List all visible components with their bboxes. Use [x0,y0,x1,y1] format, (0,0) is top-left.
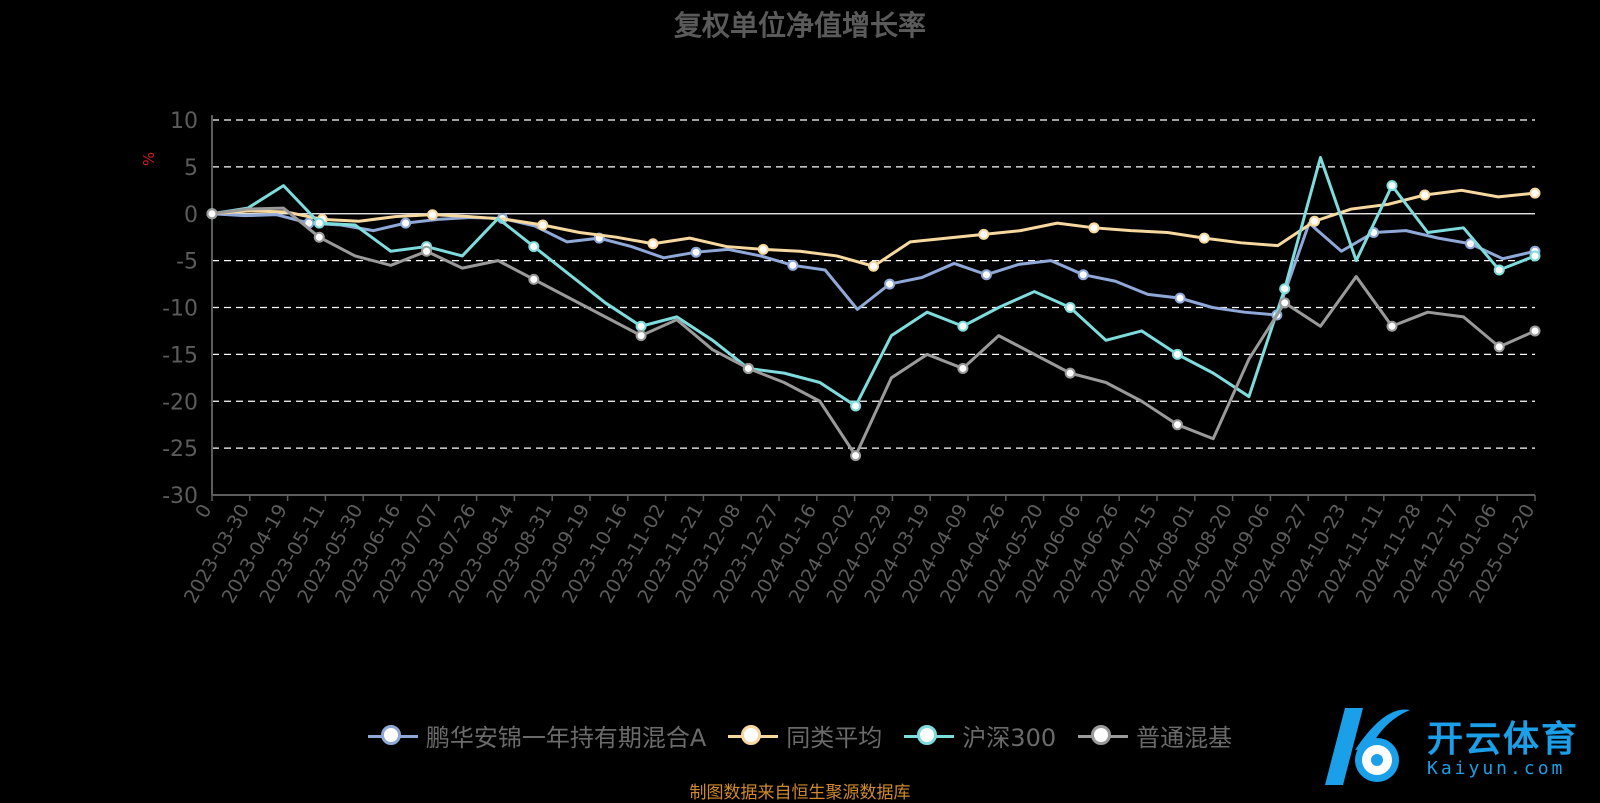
series-point [1529,250,1541,262]
legend-label: 鹏华安锦一年持有期混合A [425,724,707,752]
series-point [1064,367,1076,379]
series-point [1386,180,1398,192]
y-tick-label: -10 [162,297,198,322]
y-tick-label: 10 [170,109,198,134]
legend-label: 普通混基 [1136,724,1233,752]
series-point [400,217,412,229]
legend-label: 沪深300 [962,724,1057,752]
series-point [528,273,540,285]
series-point [313,231,325,243]
legend: 鹏华安锦一年持有期混合A 同类平均 沪深300 普通混基 [0,718,1600,753]
y-tick-label: 5 [184,156,198,181]
series-line-2 [211,156,1536,408]
series-point [690,246,702,258]
series-point [313,217,325,229]
y-tick-label: -25 [162,437,198,462]
series-point [1174,292,1186,304]
series-point [1279,297,1291,309]
series-point [868,260,879,272]
series-point [427,209,438,221]
series-point [1088,222,1100,234]
series-point [537,219,549,231]
kaiyun-logo: 开云体育 Kaiyun.com [1315,700,1585,790]
x-tick-label: 0 [191,501,216,522]
series-point [957,320,969,332]
legend-label: 同类平均 [786,724,883,752]
y-tick-label: 0 [184,203,198,228]
series-point [647,238,659,250]
series-point [1529,325,1541,337]
legend-swatch-icon [1078,723,1129,749]
chart-title: 复权单位净值增长率 [673,9,926,42]
series-point [528,241,540,253]
series-point [1493,264,1505,276]
series-point [1279,283,1291,295]
series-point [742,362,754,374]
series-point [635,330,647,342]
legend-item-mixed[interactable]: 普通混基 [1078,718,1232,753]
series-point [787,259,799,271]
series-point [850,450,862,462]
series-point [1419,189,1431,201]
legend-item-hs300[interactable]: 沪深300 [904,718,1056,753]
series-point [1171,419,1183,431]
series-point [1077,269,1089,281]
series-point [980,269,992,281]
series-point [757,243,769,255]
series-point [1198,232,1210,244]
y-tick-label: -5 [176,250,198,275]
series-point [957,362,969,374]
series-point [884,278,896,290]
source-note: 制图数据来自恒生聚源数据库 [689,783,911,803]
y-tick-label: -20 [162,390,198,415]
y-tick-label: -30 [162,484,198,509]
logo-text-cn: 开云体育 [1427,719,1580,760]
legend-swatch-icon [728,723,779,749]
series-line-3 [211,206,1536,458]
legend-swatch-icon [367,723,418,749]
y-tick-label: -15 [162,343,198,368]
logo-text-en: Kaiyun.com [1427,758,1566,779]
series-point [850,400,862,412]
series-point [635,320,647,332]
series-point [1493,341,1505,353]
series-point [1064,302,1076,313]
series-point [978,228,990,240]
series-point [421,245,433,257]
series-point [1464,238,1476,250]
series-point [206,208,218,220]
legend-item-fund[interactable]: 鹏华安锦一年持有期混合A [367,718,707,753]
legend-swatch-icon [904,723,955,749]
series-point [1309,215,1320,227]
series-point [1529,187,1541,199]
kaiyun-logo-icon [1325,708,1410,785]
series-point [1386,320,1398,332]
legend-item-peer-avg[interactable]: 同类平均 [728,718,882,753]
series-point [1171,348,1183,360]
